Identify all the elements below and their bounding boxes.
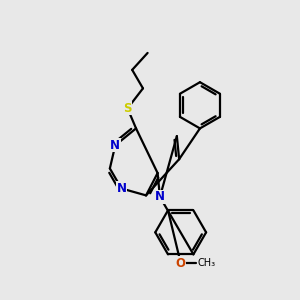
Text: CH₃: CH₃: [198, 258, 216, 268]
Text: N: N: [110, 139, 120, 152]
Text: O: O: [176, 257, 186, 270]
Text: N: N: [155, 190, 165, 203]
Text: N: N: [116, 182, 126, 195]
Text: S: S: [123, 102, 132, 115]
